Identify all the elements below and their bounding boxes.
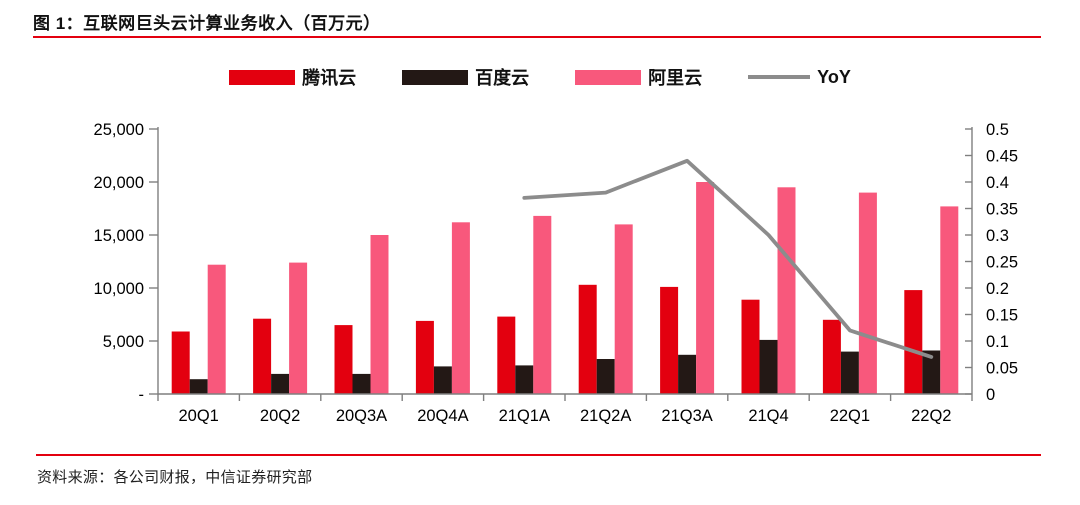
bar-tencent-cloud-20Q1 [171, 331, 190, 394]
footer-rule [36, 454, 1041, 456]
legend-item-baidu-cloud: 百度云 [402, 64, 529, 90]
x-axis-label-20Q3A: 20Q3A [336, 407, 387, 425]
right-axis-tick-label: 0.25 [986, 254, 1018, 272]
bar-baidu-cloud-21Q3A [678, 354, 697, 394]
bar-ali-cloud-20Q1 [207, 264, 226, 394]
left-axis-tick-label: 5,000 [103, 333, 144, 351]
x-axis-label-20Q2: 20Q2 [260, 407, 300, 425]
x-axis-label-20Q4A: 20Q4A [417, 407, 468, 425]
bar-tencent-cloud-20Q4A [415, 320, 434, 394]
bar-ali-cloud-20Q4A [451, 222, 470, 394]
bar-ali-cloud-20Q2 [289, 262, 308, 394]
x-axis-label-20Q1: 20Q1 [179, 407, 219, 425]
x-axis-label-22Q2: 22Q2 [911, 407, 951, 425]
bar-baidu-cloud-20Q3A [352, 373, 371, 394]
legend-label-baidu-cloud: 百度云 [475, 68, 530, 88]
legend-label-ali-cloud: 阿里云 [648, 68, 703, 88]
right-axis-tick-label: 0.2 [986, 280, 1009, 298]
legend-item-yoy: YoY [748, 67, 851, 88]
x-axis-label-21Q1A: 21Q1A [499, 407, 550, 425]
x-axis-label-21Q3A: 21Q3A [661, 407, 712, 425]
legend-swatch-ali-cloud [575, 69, 642, 85]
bar-tencent-cloud-22Q1 [822, 319, 841, 394]
bar-baidu-cloud-21Q4 [759, 339, 778, 394]
bar-tencent-cloud-20Q2 [253, 318, 272, 394]
right-axis-tick-label: 0.45 [986, 148, 1018, 166]
right-axis-tick-label: 0 [986, 386, 995, 404]
left-axis-tick-label: 20,000 [94, 174, 144, 192]
legend-swatch-tencent-cloud [229, 69, 296, 85]
legend-item-tencent-cloud: 腾讯云 [229, 64, 356, 90]
bar-baidu-cloud-21Q1A [515, 365, 534, 394]
left-axis-tick-label: - [139, 386, 145, 404]
bar-ali-cloud-21Q3A [696, 182, 715, 394]
left-axis-tick-label: 25,000 [94, 121, 144, 139]
right-axis-tick-label: 0.05 [986, 360, 1018, 378]
bar-baidu-cloud-20Q4A [433, 366, 452, 394]
right-axis-tick-label: 0.4 [986, 174, 1009, 192]
bar-tencent-cloud-21Q2A [578, 284, 597, 394]
bar-tencent-cloud-21Q4 [741, 299, 760, 394]
left-axis-tick-label: 10,000 [94, 280, 144, 298]
bar-tencent-cloud-21Q1A [497, 316, 516, 394]
legend-label-yoy: YoY [817, 66, 851, 87]
bar-tencent-cloud-20Q3A [334, 325, 353, 394]
x-axis-label-21Q4: 21Q4 [748, 407, 788, 425]
bar-ali-cloud-22Q1 [858, 192, 877, 394]
figure-title: 图 1：互联网巨头云计算业务收入（百万元） [33, 14, 381, 33]
legend-swatch-baidu-cloud [402, 69, 469, 85]
bar-baidu-cloud-22Q1 [840, 351, 859, 394]
right-axis-tick-label: 0.1 [986, 333, 1009, 351]
x-axis-label-22Q1: 22Q1 [830, 407, 870, 425]
right-axis-tick-label: 0.15 [986, 307, 1018, 325]
bar-baidu-cloud-21Q2A [596, 359, 615, 394]
x-axis-label-21Q2A: 21Q2A [580, 407, 631, 425]
bar-ali-cloud-22Q2 [940, 206, 959, 394]
bar-tencent-cloud-22Q2 [904, 290, 923, 394]
bar-ali-cloud-21Q4 [777, 187, 796, 394]
bar-ali-cloud-21Q1A [533, 215, 552, 394]
right-axis-tick-label: 0.35 [986, 201, 1018, 219]
bar-tencent-cloud-21Q3A [660, 286, 679, 394]
left-axis-tick-label: 15,000 [94, 227, 144, 245]
bar-baidu-cloud-22Q2 [922, 350, 941, 394]
legend-item-ali-cloud: 阿里云 [575, 64, 702, 90]
right-axis-tick-label: 0.5 [986, 121, 1009, 139]
bar-baidu-cloud-20Q2 [271, 373, 290, 394]
bar-ali-cloud-21Q2A [614, 224, 633, 394]
source-note: 资料来源：各公司财报，中信证券研究部 [37, 469, 313, 486]
legend-swatch-yoy [748, 75, 811, 79]
bar-baidu-cloud-20Q1 [189, 379, 208, 394]
title-underline [33, 36, 1041, 38]
legend-label-tencent-cloud: 腾讯云 [302, 68, 357, 88]
line-yoy [522, 158, 934, 359]
right-axis-tick-label: 0.3 [986, 227, 1009, 245]
bar-ali-cloud-20Q3A [370, 235, 389, 394]
chart-legend: 腾讯云 百度云 阿里云 YoY [0, 64, 1080, 90]
